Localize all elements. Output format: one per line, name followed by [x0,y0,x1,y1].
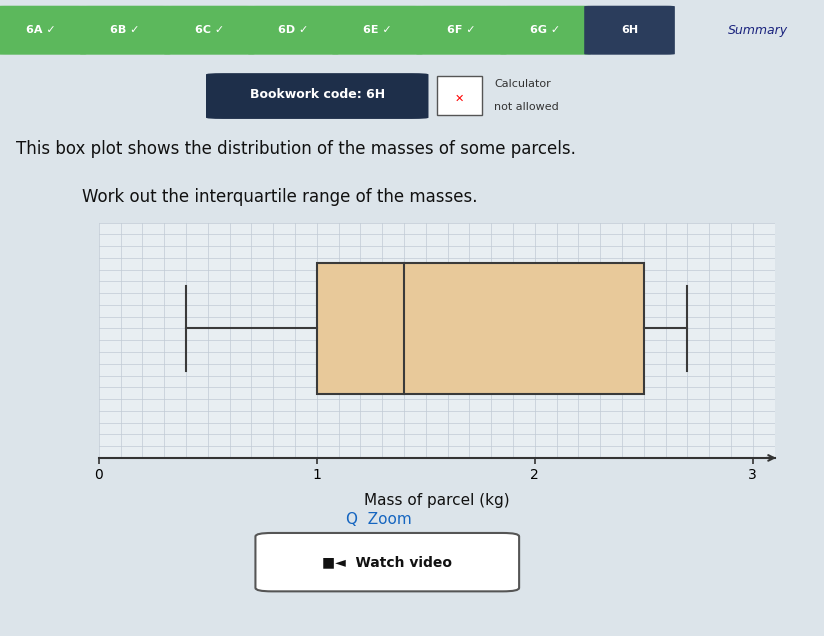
FancyBboxPatch shape [437,76,482,115]
Text: 6H: 6H [621,25,638,35]
Text: not allowed: not allowed [494,102,559,112]
Text: 6D ✓: 6D ✓ [279,25,308,35]
Text: 6C ✓: 6C ✓ [194,25,224,35]
Text: 6B ✓: 6B ✓ [110,25,140,35]
FancyBboxPatch shape [500,6,591,55]
FancyBboxPatch shape [584,6,675,55]
FancyBboxPatch shape [164,6,255,55]
FancyBboxPatch shape [206,73,428,119]
Text: Summary: Summary [728,24,788,37]
FancyBboxPatch shape [416,6,507,55]
Text: Work out the interquartile range of the masses.: Work out the interquartile range of the … [82,188,478,205]
Text: Q  Zoom: Q Zoom [346,512,412,527]
Text: This box plot shows the distribution of the masses of some parcels.: This box plot shows the distribution of … [16,141,576,158]
Text: 6F ✓: 6F ✓ [447,25,475,35]
FancyBboxPatch shape [248,6,339,55]
Text: 6A ✓: 6A ✓ [26,25,56,35]
Text: ■◄  Watch video: ■◄ Watch video [322,555,452,569]
Text: 6G ✓: 6G ✓ [531,25,560,35]
Bar [317,263,644,394]
FancyBboxPatch shape [80,6,171,55]
X-axis label: Mass of parcel (kg): Mass of parcel (kg) [364,494,509,508]
Text: Calculator: Calculator [494,79,551,89]
FancyBboxPatch shape [332,6,423,55]
Text: 6E ✓: 6E ✓ [363,25,391,35]
FancyBboxPatch shape [0,6,87,55]
FancyBboxPatch shape [255,533,519,591]
Text: Bookwork code: 6H: Bookwork code: 6H [250,88,385,100]
Text: ✕: ✕ [454,93,464,104]
